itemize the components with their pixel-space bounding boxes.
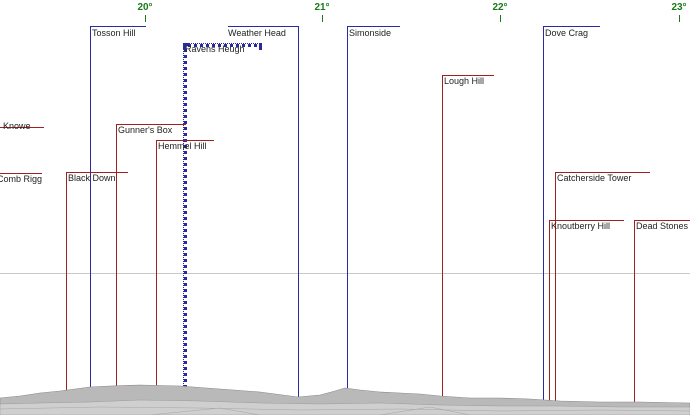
peak-stem bbox=[543, 26, 544, 400]
peak-stem bbox=[156, 140, 157, 415]
peak-label: Comb Rigg bbox=[0, 174, 43, 184]
peak-stem bbox=[442, 75, 443, 415]
tick-label-21: 21° bbox=[314, 2, 330, 13]
peak-label: Knowe bbox=[3, 121, 31, 131]
peak-cap bbox=[116, 124, 186, 125]
peak-label: Tosson Hill bbox=[92, 28, 136, 38]
tick-label-20: 20° bbox=[137, 2, 153, 13]
peak-label: Dead Stones bbox=[636, 221, 689, 231]
peak-label: Lough Hill bbox=[444, 76, 485, 86]
peak-label: Gunner's Box bbox=[118, 125, 173, 135]
peak-cap bbox=[156, 140, 214, 141]
horizon-line bbox=[0, 273, 690, 274]
peak-label: Dove Crag bbox=[545, 28, 589, 38]
peak-label: Ravens Heugh bbox=[185, 44, 245, 54]
peak-label: Hemmel Hill bbox=[158, 141, 207, 151]
tick-mark-22 bbox=[500, 15, 501, 22]
peak-label: Weather Head bbox=[228, 28, 286, 38]
tick-label-23: 23° bbox=[671, 2, 687, 13]
tick-mark-21 bbox=[322, 15, 323, 22]
peak-stem bbox=[634, 220, 635, 415]
peak-cap bbox=[183, 43, 262, 47]
peak-cap bbox=[442, 75, 494, 76]
peak-stem bbox=[347, 26, 348, 388]
peak-stem bbox=[90, 26, 91, 388]
tick-mark-23 bbox=[679, 15, 680, 22]
peak-label: Knoutberry Hill bbox=[551, 221, 611, 231]
peak-stem bbox=[298, 26, 299, 400]
peak-label: Catcherside Tower bbox=[557, 173, 632, 183]
peak-cap bbox=[634, 220, 690, 221]
peak-cap bbox=[90, 26, 146, 27]
peak-stem bbox=[549, 220, 550, 415]
peak-cap bbox=[549, 220, 624, 221]
peak-cap bbox=[543, 26, 600, 27]
peak-cap bbox=[228, 26, 298, 27]
peak-cap bbox=[0, 127, 44, 128]
tick-mark-20 bbox=[145, 15, 146, 22]
peak-cap bbox=[347, 26, 400, 27]
peak-cap bbox=[555, 172, 650, 173]
peak-stem bbox=[116, 124, 117, 415]
peak-label: Black Down bbox=[68, 173, 116, 183]
peak-cap bbox=[66, 172, 128, 173]
tick-label-22: 22° bbox=[492, 2, 508, 13]
peak-stem bbox=[555, 172, 556, 415]
peak-cap bbox=[0, 173, 42, 174]
terrain-near-ridge bbox=[0, 399, 690, 415]
peak-stem bbox=[66, 172, 67, 415]
peak-label: Simonside bbox=[349, 28, 392, 38]
